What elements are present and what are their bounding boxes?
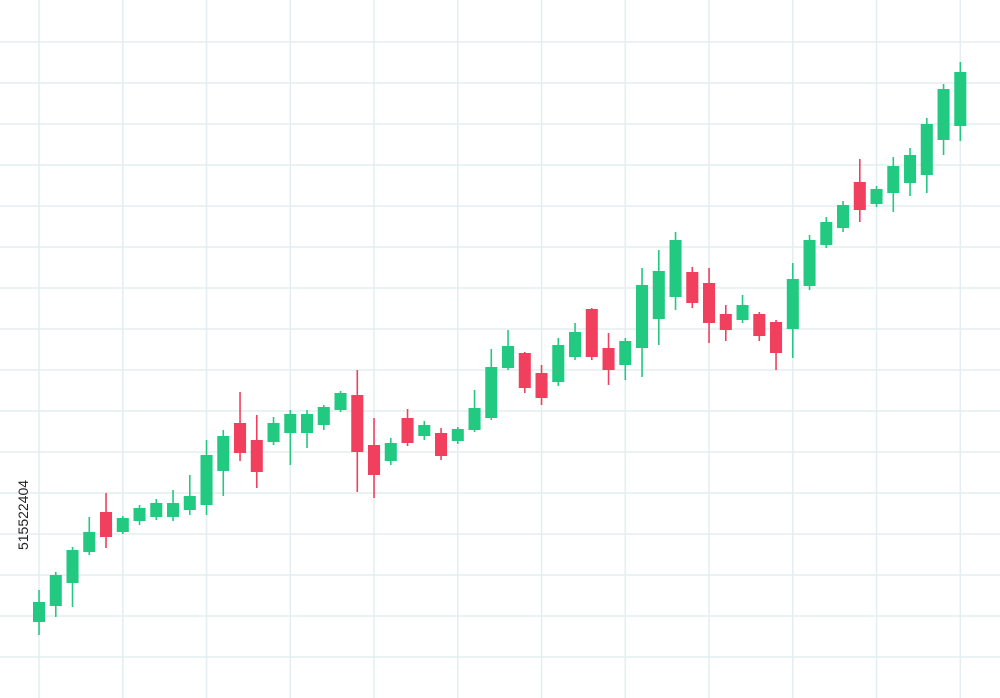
candle-body <box>585 309 598 357</box>
candle-body <box>100 512 113 537</box>
candle-body <box>351 395 364 452</box>
candle-body <box>49 575 62 606</box>
candle-body <box>301 414 314 433</box>
candle-body <box>853 182 866 210</box>
candle-body <box>502 346 515 368</box>
candle-body <box>267 423 280 442</box>
candle-body <box>535 373 548 398</box>
candle-body <box>183 496 196 510</box>
candle-body <box>686 272 699 303</box>
candle-body <box>485 367 498 418</box>
candle-body <box>753 314 766 336</box>
candle-body <box>250 440 263 472</box>
candle-body <box>552 345 565 382</box>
candle-body <box>887 166 900 193</box>
candle-body <box>66 550 79 583</box>
candle-body <box>669 240 682 297</box>
candle-body <box>719 314 732 330</box>
candle-body <box>401 418 414 443</box>
candle-body <box>468 408 481 430</box>
candle-body <box>167 503 180 517</box>
candle-body <box>317 407 330 425</box>
candle-body <box>837 205 850 228</box>
candle-body <box>418 425 431 436</box>
candle-body <box>904 155 917 183</box>
candle-body <box>636 285 649 348</box>
candle-body <box>133 508 146 521</box>
candles <box>32 62 967 635</box>
candle-body <box>920 124 933 175</box>
candle-body <box>368 445 381 475</box>
candle-body <box>736 305 749 320</box>
candle-body <box>652 271 665 319</box>
candle-body <box>435 433 448 456</box>
candle-body <box>619 341 632 365</box>
candle-body <box>150 503 163 517</box>
candle-body <box>334 393 347 410</box>
candle-body <box>703 283 716 323</box>
candle-body <box>284 414 297 433</box>
candle-body <box>32 602 46 622</box>
candle-body <box>518 353 531 388</box>
candle-body <box>384 443 397 461</box>
candle-body <box>217 436 230 471</box>
candle-body <box>870 189 883 204</box>
candle-body <box>234 423 247 453</box>
candle-body <box>602 348 615 370</box>
candle-body <box>803 240 816 286</box>
candle-body <box>937 89 950 140</box>
candle-body <box>770 322 783 353</box>
candle-body <box>954 72 967 126</box>
candle-body <box>116 518 129 532</box>
watermark-id: 515522404 <box>15 480 31 550</box>
candle-body <box>200 455 213 505</box>
candle-body <box>786 279 799 329</box>
candle-body <box>83 532 96 552</box>
candle-body <box>820 222 833 245</box>
candle-body <box>569 332 582 357</box>
candle-body <box>451 429 464 441</box>
